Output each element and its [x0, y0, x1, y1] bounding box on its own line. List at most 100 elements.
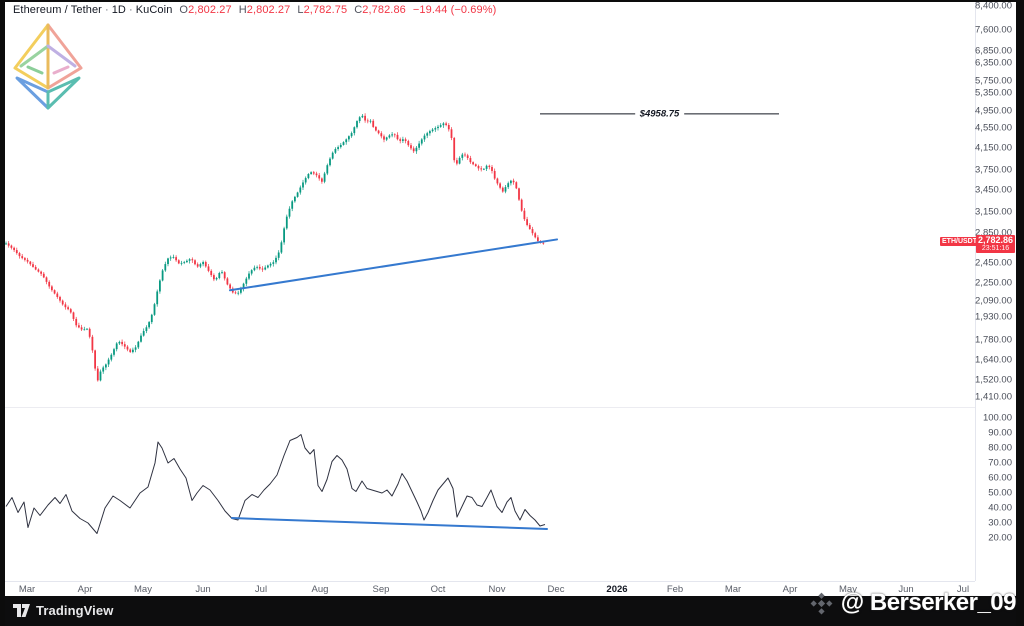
candle-body: [250, 270, 253, 274]
time-axis-label: Sep: [372, 584, 390, 595]
watermark-handle: @ Berserker_09: [840, 589, 1017, 616]
price-axis-label: 3,150.00: [975, 206, 1012, 218]
candle-body: [537, 237, 539, 242]
candle-body: [137, 341, 140, 348]
support-trendline[interactable]: [229, 238, 558, 292]
candle-body: [118, 341, 121, 344]
candle-body: [172, 257, 175, 258]
candle-body: [53, 290, 56, 294]
candle-body: [391, 134, 393, 136]
candle-body: [86, 328, 88, 330]
candle-body: [156, 291, 159, 305]
price-axis-label: 8,400.00: [975, 0, 1012, 12]
price-axis-label: 6,850.00: [975, 45, 1012, 57]
candle-body: [310, 172, 312, 175]
candle-body: [418, 143, 420, 148]
exchange-label: KuCoin: [135, 4, 173, 16]
price-axis-label: 2,250.00: [975, 277, 1012, 289]
time-axis-label: May: [134, 584, 152, 595]
candle-body: [321, 178, 323, 182]
candle-body: [375, 126, 377, 131]
candle-body: [456, 160, 458, 164]
price-axis-label: 5,750.00: [975, 75, 1012, 87]
candle-body: [148, 322, 150, 328]
candle-body: [523, 210, 526, 220]
tradingview-branding[interactable]: TradingView: [13, 603, 113, 618]
candle-body: [256, 266, 258, 268]
candle-body: [269, 263, 272, 266]
candle-body: [488, 165, 491, 167]
candle-body: [121, 341, 123, 345]
candle-body: [445, 123, 447, 125]
ethereum-logo-watermark-icon: [13, 23, 83, 110]
candle-body: [299, 187, 302, 193]
symbol-name[interactable]: Ethereum / Tether: [13, 4, 102, 16]
candle-body: [142, 331, 145, 336]
candle-body: [366, 120, 369, 122]
candle-body: [415, 147, 418, 152]
header-separator: ·: [128, 4, 133, 16]
candle-body: [402, 139, 404, 141]
candle-body: [372, 120, 375, 127]
candle-body: [477, 166, 480, 169]
candle-body: [258, 266, 261, 269]
candle-body: [307, 174, 310, 179]
candle-body: [485, 165, 488, 169]
price-axis[interactable]: 8,400.00 7,600.00 6,850.00 6,350.00 5,750.00…: [975, 0, 1016, 581]
candle-body: [447, 124, 450, 130]
candle-body: [483, 168, 485, 170]
candle-body: [315, 173, 318, 176]
candle-body: [334, 148, 337, 153]
header-separator: ·: [104, 4, 109, 16]
indicator-axis-label: 80.00: [988, 442, 1012, 454]
candle-body: [434, 128, 437, 130]
oscillator-trendline[interactable]: [231, 517, 548, 530]
candle-body: [94, 350, 96, 369]
time-axis-label: Apr: [782, 584, 798, 595]
candle-body: [426, 133, 429, 136]
candle-body: [42, 273, 45, 278]
pane-divider[interactable]: [5, 407, 975, 408]
candle-body: [439, 125, 442, 127]
close-value: 2,782.86: [362, 4, 406, 16]
price-axis-label: 3,750.00: [975, 164, 1012, 176]
candle-body: [491, 166, 493, 171]
candle-body: [245, 278, 248, 284]
indicator-axis-label: 40.00: [988, 502, 1012, 514]
last-price-tag[interactable]: 2,782.86 23:51:16: [976, 235, 1015, 253]
candle-body: [234, 292, 237, 294]
candle-body: [464, 154, 466, 156]
time-axis[interactable]: Mar Apr May Jun Jul Aug Sep Oct Nov Dec 2026 Feb Mar…: [5, 581, 975, 596]
candle-body: [458, 157, 461, 164]
candle-body: [350, 133, 353, 137]
tradingview-logo-icon: [13, 603, 30, 617]
candle-body: [515, 182, 518, 189]
bottom-bar: [0, 596, 1024, 626]
last-price-value: 2,782.86: [977, 235, 1014, 245]
price-axis-label: 1,410.00: [975, 391, 1012, 403]
candle-body: [512, 180, 515, 183]
candle-body: [26, 259, 29, 262]
candle-body: [429, 131, 431, 134]
price-axis-label: 7,600.00: [975, 24, 1012, 36]
candle-body: [520, 199, 523, 211]
candle-body: [177, 260, 180, 264]
chart-canvas[interactable]: [0, 0, 1016, 581]
candle-body: [380, 133, 383, 137]
time-axis-label: Mar: [724, 584, 742, 595]
horizontal-line-price-label[interactable]: $4958.75: [634, 108, 685, 120]
candle-body: [110, 354, 113, 360]
candle-body: [83, 329, 86, 331]
candle-body: [302, 182, 304, 188]
candle-body: [412, 148, 415, 152]
interval-label[interactable]: 1D: [111, 4, 126, 16]
candle-body: [296, 192, 299, 197]
candle-body: [534, 233, 537, 238]
price-axis-label: 1,520.00: [975, 374, 1012, 386]
candle-body: [34, 266, 37, 270]
price-axis-label: 6,350.00: [975, 57, 1012, 69]
candle-body: [45, 277, 48, 282]
candle-body: [240, 289, 242, 293]
candle-body: [345, 139, 348, 143]
candle-body: [213, 275, 215, 280]
